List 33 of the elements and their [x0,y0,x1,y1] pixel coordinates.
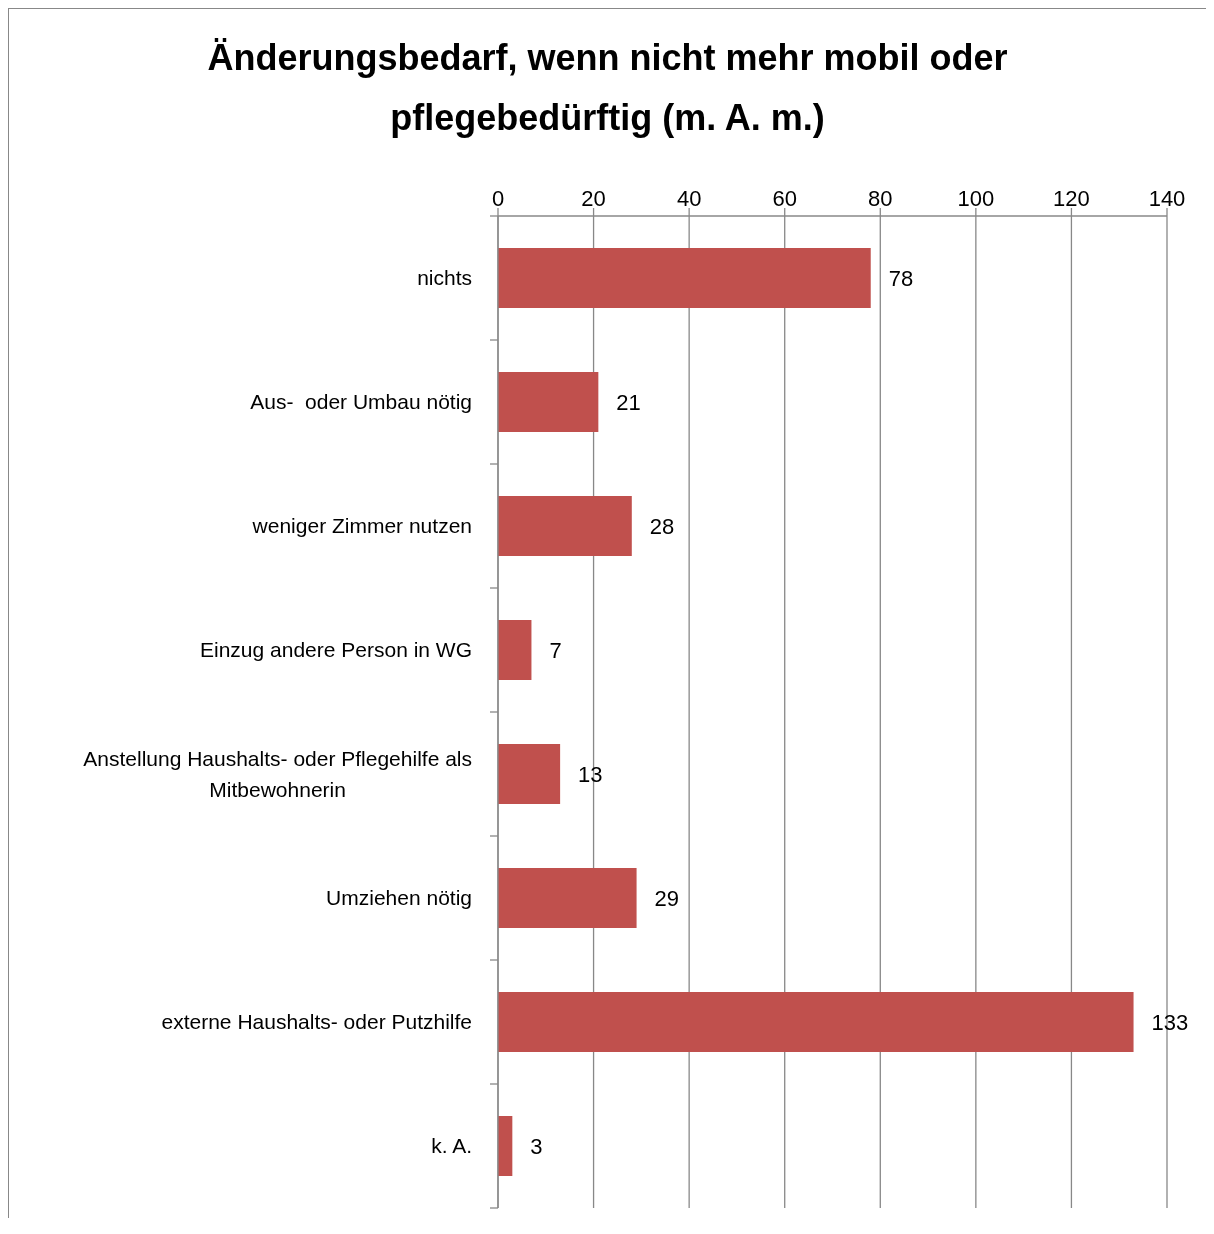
data-label: 3 [530,1133,543,1159]
data-label: 78 [888,265,914,291]
bar [498,868,637,928]
x-tick-label: 40 [676,186,702,211]
bar [498,496,632,556]
y-tick-label: Einzug andere Person in WG [200,638,472,662]
y-tick-label: k. A. [431,1134,472,1158]
bar [498,248,871,308]
data-label: 21 [616,389,641,415]
y-tick-label: externe Haushalts- oder Putzhilfe [161,1010,472,1034]
data-label: 28 [649,513,675,539]
data-label: 13 [578,761,603,787]
data-label: 7 [549,637,562,663]
y-tick-label: nichts [417,266,472,290]
x-tick-label: 60 [772,186,797,211]
bar [498,1116,513,1176]
bar [498,620,532,680]
data-label: 29 [654,885,680,911]
y-tick-label: Aus- oder Umbau nötig [250,390,472,414]
x-tick-label: 120 [1053,186,1090,211]
y-tick-label: weniger Zimmer nutzen [251,514,472,538]
bar [498,372,599,432]
x-tick-label: 80 [868,186,893,211]
data-label: 133 [1151,1009,1189,1035]
y-tick-label: Umziehen nötig [326,886,472,910]
bar [498,992,1134,1052]
chart-title: Änderungsbedarf, wenn nicht mehr mobil oder pflegebedürftig (m. A. m.) [206,36,1009,140]
y-tick-label: Anstellung Haushalts- oder Pflegehilfe als Mitbewohnerin [83,746,472,802]
x-tick-label: 0 [491,186,505,211]
bar [498,744,561,804]
x-tick-label: 140 [1148,186,1186,211]
x-tick-label: 20 [581,186,606,211]
x-tick-label: 100 [957,186,995,211]
